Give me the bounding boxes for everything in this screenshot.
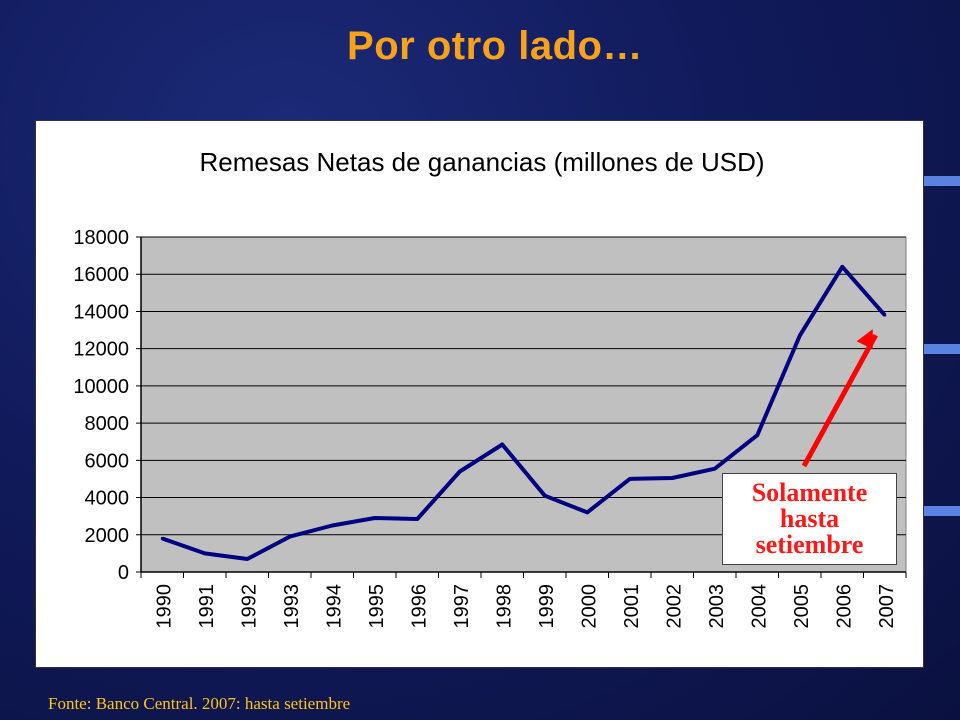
data-point [160,537,164,540]
data-point [330,523,334,527]
callout-line-2: hasta [779,504,840,533]
y-tick-label: 8000 [85,413,130,435]
x-tick-label: 1995 [366,584,388,629]
data-point [415,517,419,521]
y-tick-label: 10000 [73,376,129,398]
x-tick-label: 2004 [748,584,770,629]
y-tick-label: 0 [118,562,129,584]
y-tick-label: 16000 [73,264,129,286]
data-point [755,433,759,437]
data-point [883,313,887,317]
callout-line-1: Solamente [751,478,868,507]
x-tick-label: 2001 [621,584,643,629]
y-tick-label: 18000 [73,227,129,249]
x-tick-label: 1996 [408,584,430,629]
data-point [288,535,292,539]
decor-bar-2 [924,344,960,354]
data-point [373,516,377,520]
x-tick-label: 2000 [578,584,600,629]
x-tick-label: 2006 [833,584,855,629]
y-tick-label: 14000 [73,301,129,323]
callout-line-3: setiembre [755,530,864,559]
slide-title: Por otro lado… [347,24,643,68]
series-line [161,264,887,561]
x-tick-label: 2005 [791,584,813,629]
data-point [543,494,547,498]
x-tick-label: 1994 [323,584,345,629]
x-tick-label: 2002 [663,584,685,629]
x-tick-label: 1990 [153,584,175,629]
data-point [840,265,844,269]
x-tick-label: 2003 [706,584,728,629]
chart-title: Remesas Netas de ganancias (millones de … [199,147,764,177]
data-point [245,557,249,561]
x-tick-label: 1993 [281,584,303,629]
line-chart: Remesas Netas de ganancias (millones de … [73,147,907,629]
data-point [500,443,504,447]
decor-bar-1 [924,176,960,186]
x-tick-label: 1999 [536,584,558,629]
data-point [458,470,462,473]
annotation-arrow-head [856,329,873,350]
y-tick-label: 2000 [85,525,130,547]
chart-frame: Remesas Netas de ganancias (millones de … [35,120,924,668]
annotation-arrow-shaft [801,333,878,468]
x-tick-label: 1998 [493,584,515,629]
data-point [628,477,632,481]
data-point [670,476,674,480]
y-tick-label: 6000 [85,450,130,472]
data-point [203,551,207,555]
x-tick-label: 1991 [196,584,218,629]
y-tick-label: 12000 [73,339,129,361]
decor-bar-3 [924,506,960,516]
source-footer: Fonte: Banco Central. 2007: hasta setiem… [48,694,351,713]
x-tick-label: 1997 [451,584,473,629]
note-callout: Solamente hasta setiembre [722,473,897,565]
y-tick-label: 4000 [85,488,130,510]
x-tick-label: 2007 [876,584,898,629]
data-point [713,467,717,471]
data-point [585,510,589,514]
data-point [798,334,802,338]
x-tick-label: 1992 [238,584,260,629]
